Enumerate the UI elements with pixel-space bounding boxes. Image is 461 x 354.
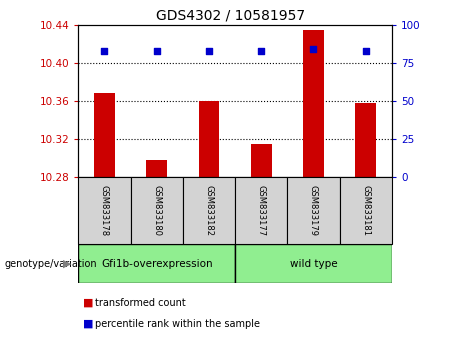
Point xyxy=(101,48,108,53)
Text: Gfi1b-overexpression: Gfi1b-overexpression xyxy=(101,259,213,269)
Bar xyxy=(340,177,392,244)
Text: percentile rank within the sample: percentile rank within the sample xyxy=(95,319,260,329)
Bar xyxy=(94,93,115,177)
Bar xyxy=(146,160,167,177)
Point xyxy=(205,48,213,53)
Text: GSM833182: GSM833182 xyxy=(205,185,213,236)
Text: GSM833181: GSM833181 xyxy=(361,185,370,236)
Point xyxy=(153,48,160,53)
Bar xyxy=(303,29,324,177)
Text: transformed count: transformed count xyxy=(95,298,185,308)
Text: GSM833179: GSM833179 xyxy=(309,185,318,236)
Bar xyxy=(199,101,219,177)
Bar xyxy=(251,144,272,177)
Text: genotype/variation: genotype/variation xyxy=(5,259,97,269)
Text: GDS4302 / 10581957: GDS4302 / 10581957 xyxy=(156,9,305,23)
Bar xyxy=(183,177,235,244)
Bar xyxy=(78,177,130,244)
Text: ■: ■ xyxy=(83,298,94,308)
Bar xyxy=(355,103,376,177)
Bar xyxy=(287,177,340,244)
Text: wild type: wild type xyxy=(290,259,337,269)
Text: GSM833180: GSM833180 xyxy=(152,185,161,236)
Bar xyxy=(130,177,183,244)
Point xyxy=(362,48,369,53)
Text: ▶: ▶ xyxy=(63,259,71,269)
Point xyxy=(310,46,317,52)
Point xyxy=(258,48,265,53)
Text: GSM833177: GSM833177 xyxy=(257,185,266,236)
Bar xyxy=(235,244,392,283)
Bar xyxy=(235,177,287,244)
Text: GSM833178: GSM833178 xyxy=(100,185,109,236)
Text: ■: ■ xyxy=(83,319,94,329)
Bar xyxy=(78,244,235,283)
